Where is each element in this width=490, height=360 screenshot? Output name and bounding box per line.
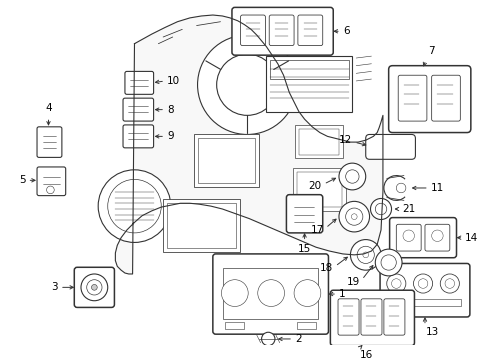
Text: 6: 6 (343, 26, 349, 36)
Circle shape (81, 274, 108, 301)
FancyBboxPatch shape (298, 15, 323, 46)
Text: 16: 16 (360, 350, 373, 360)
FancyBboxPatch shape (213, 254, 328, 334)
Text: 2: 2 (295, 334, 302, 344)
FancyBboxPatch shape (361, 299, 382, 335)
FancyBboxPatch shape (74, 267, 115, 307)
FancyBboxPatch shape (241, 15, 266, 46)
FancyBboxPatch shape (389, 66, 471, 132)
Text: 10: 10 (167, 76, 180, 86)
Bar (389, 299, 461, 306)
Bar (167, 203, 236, 248)
Text: 21: 21 (402, 204, 416, 214)
Circle shape (396, 183, 406, 193)
Bar (297, 322, 316, 329)
Circle shape (294, 280, 321, 306)
Bar (297, 172, 342, 207)
Text: 9: 9 (167, 131, 173, 141)
Text: 13: 13 (426, 328, 439, 337)
FancyBboxPatch shape (37, 167, 66, 195)
FancyBboxPatch shape (338, 299, 359, 335)
FancyBboxPatch shape (398, 75, 427, 121)
FancyBboxPatch shape (37, 127, 62, 157)
FancyBboxPatch shape (330, 290, 415, 346)
Circle shape (339, 163, 366, 190)
Text: 3: 3 (51, 282, 58, 292)
FancyBboxPatch shape (125, 71, 153, 94)
Circle shape (403, 230, 415, 242)
Circle shape (47, 186, 54, 194)
Bar (299, 129, 339, 154)
Circle shape (92, 284, 97, 290)
Circle shape (98, 170, 171, 242)
FancyBboxPatch shape (269, 15, 294, 46)
Circle shape (414, 274, 433, 293)
FancyBboxPatch shape (390, 217, 457, 258)
Circle shape (262, 332, 275, 346)
Text: 19: 19 (347, 276, 360, 287)
Text: 14: 14 (465, 233, 478, 243)
Circle shape (387, 274, 406, 293)
Circle shape (87, 280, 102, 295)
Circle shape (339, 201, 369, 232)
Circle shape (375, 249, 402, 276)
Circle shape (258, 280, 285, 306)
Circle shape (197, 35, 297, 135)
Bar (197, 138, 255, 183)
Circle shape (375, 203, 387, 215)
Text: 12: 12 (339, 135, 352, 145)
Circle shape (432, 230, 443, 242)
Circle shape (221, 280, 248, 306)
Text: 8: 8 (167, 105, 173, 114)
Text: 15: 15 (298, 244, 311, 255)
FancyBboxPatch shape (380, 264, 470, 317)
Circle shape (445, 279, 455, 288)
FancyBboxPatch shape (432, 75, 460, 121)
FancyBboxPatch shape (366, 135, 416, 159)
Bar (225, 322, 245, 329)
FancyBboxPatch shape (123, 98, 153, 121)
Bar (163, 199, 240, 252)
Text: 1: 1 (339, 289, 345, 299)
FancyBboxPatch shape (384, 299, 405, 335)
Circle shape (350, 239, 381, 270)
FancyBboxPatch shape (396, 224, 421, 251)
Bar (293, 168, 345, 211)
FancyBboxPatch shape (123, 125, 153, 148)
Text: 18: 18 (320, 263, 333, 273)
Bar (267, 56, 352, 112)
Bar (295, 125, 343, 158)
Text: 7: 7 (428, 46, 435, 56)
Text: 17: 17 (311, 225, 324, 235)
Circle shape (392, 279, 401, 288)
FancyBboxPatch shape (232, 8, 333, 55)
Bar (270, 60, 348, 79)
Circle shape (345, 170, 359, 183)
Bar (223, 268, 318, 319)
Text: 11: 11 (431, 183, 444, 193)
Text: 4: 4 (45, 103, 52, 113)
Circle shape (108, 179, 161, 233)
Bar (194, 135, 259, 187)
Circle shape (217, 54, 278, 115)
Text: 20: 20 (309, 181, 322, 191)
Circle shape (345, 208, 363, 225)
Circle shape (440, 274, 459, 293)
Circle shape (370, 198, 392, 220)
FancyBboxPatch shape (425, 224, 450, 251)
Circle shape (381, 255, 396, 270)
Circle shape (363, 252, 368, 258)
FancyBboxPatch shape (287, 195, 323, 233)
Polygon shape (115, 15, 383, 274)
Circle shape (418, 279, 428, 288)
Circle shape (351, 214, 357, 220)
Text: 5: 5 (19, 175, 25, 185)
Circle shape (357, 246, 374, 264)
